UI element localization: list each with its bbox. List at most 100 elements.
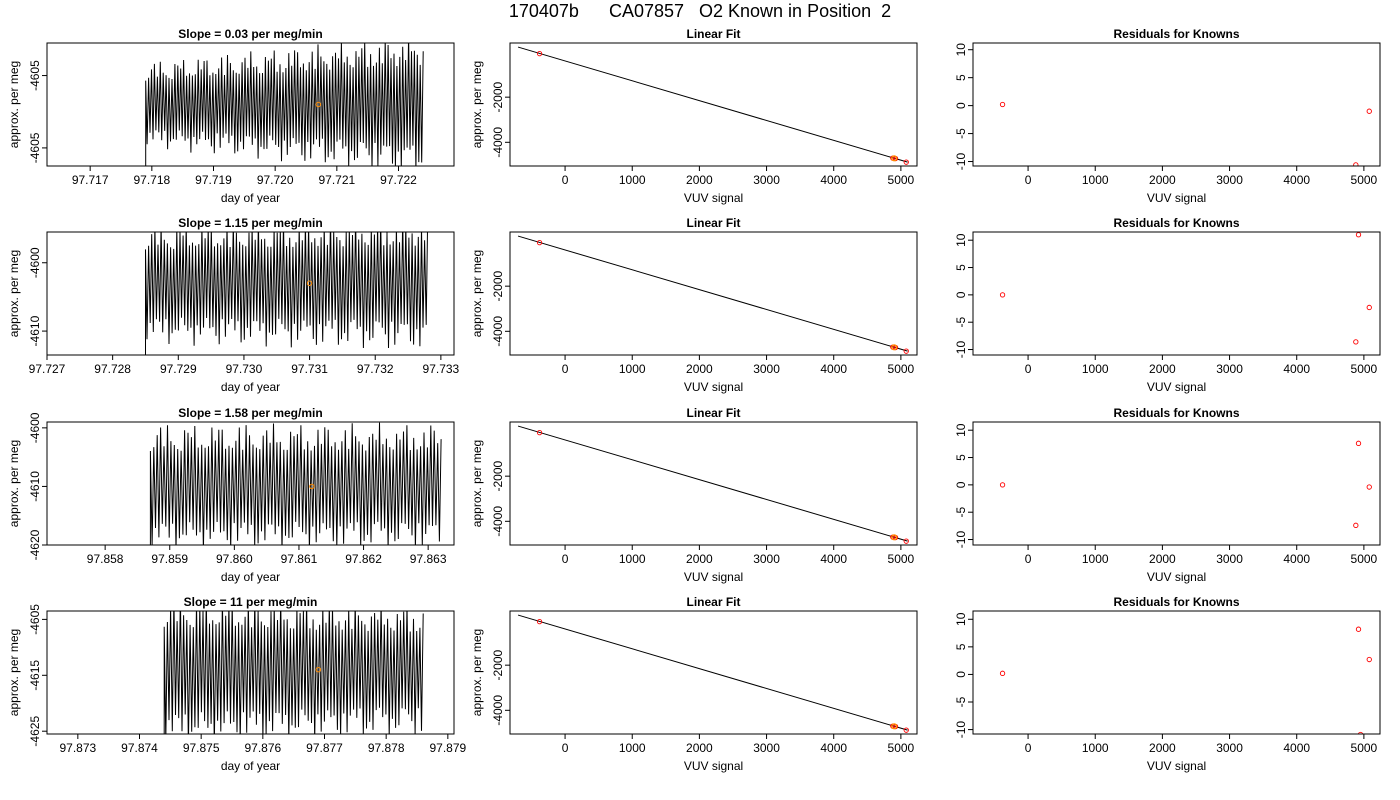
x-tick-label: 97.860 [216, 552, 253, 566]
panel-title: Residuals for Knowns [1113, 595, 1239, 609]
x-tick-label: 5000 [1351, 173, 1378, 187]
data-trace [145, 232, 428, 355]
plot-frame [509, 421, 918, 546]
y-tick-label: 0 [954, 671, 968, 678]
panel-0-0: Slope = 0.03 per meg/min 97.717 97.718 97.7… [7, 27, 455, 205]
x-axis-label: VUV signal [1147, 380, 1206, 394]
y-tick-label: -4000 [491, 127, 505, 158]
y-tick-label: -4600 [28, 247, 42, 278]
data-point [536, 50, 543, 57]
y-tick-label: -2000 [491, 81, 505, 112]
y-tick-label: -4620 [28, 529, 42, 560]
plot-frame [972, 421, 1381, 546]
x-tick-label: 4000 [820, 741, 847, 755]
x-tick-label: 97.879 [429, 741, 466, 755]
x-axis-label: VUV signal [684, 191, 743, 205]
x-tick-label: 0 [562, 552, 569, 566]
panel-1-0: Slope = 1.15 per meg/min 97.727 97.728 97.7… [7, 216, 460, 394]
panel-title: Linear Fit [686, 216, 740, 230]
x-tick-label: 97.733 [423, 362, 460, 376]
fit-line [517, 614, 908, 731]
x-tick-label: 1000 [619, 741, 646, 755]
x-tick-label: 97.874 [121, 741, 158, 755]
x-tick-label: 97.727 [29, 362, 66, 376]
data-trace [163, 611, 424, 734]
data-point [1355, 626, 1362, 632]
x-tick-label: 3000 [753, 362, 780, 376]
x-axis-label: day of year [221, 380, 280, 394]
plot-area [517, 614, 909, 733]
y-tick-label: 5 [954, 643, 968, 650]
x-axis-label: VUV signal [1147, 570, 1206, 584]
y-tick-label: 0 [954, 481, 968, 488]
plot-area [999, 101, 1372, 166]
x-tick-label: 97.722 [380, 173, 417, 187]
x-tick-label: 97.732 [357, 362, 394, 376]
panel-title: Slope = 11 per meg/min [184, 595, 318, 609]
plot-frame [972, 42, 1381, 167]
x-tick-label: 97.730 [226, 362, 263, 376]
y-axis-label: approx. per meg [7, 440, 21, 527]
data-point [536, 239, 543, 246]
data-point [1357, 731, 1364, 734]
data-point [1353, 522, 1359, 528]
y-tick-label: -4600 [28, 412, 42, 443]
y-axis-label: approx. per meg [7, 250, 21, 337]
y-axis-label: approx. per meg [7, 61, 21, 148]
y-tick-label: -4625 [28, 716, 42, 747]
data-point [999, 101, 1006, 108]
x-tick-label: 3000 [1216, 362, 1243, 376]
x-tick-label: 2000 [1149, 173, 1176, 187]
plot-area [145, 232, 428, 355]
x-tick-label: 1000 [1082, 741, 1109, 755]
y-tick-label: 10 [954, 612, 968, 626]
y-tick-label: -4610 [28, 315, 42, 346]
y-tick-label: -4610 [28, 471, 42, 502]
panel-3-1: Linear Fit 0 1000 2000 3000 4000 5000 -2000 -400… [470, 595, 918, 773]
data-point [1366, 484, 1372, 490]
y-tick-label: -4605 [28, 604, 42, 635]
x-tick-label: 4000 [820, 552, 847, 566]
highlight-point [891, 155, 898, 162]
y-tick-label: -5 [954, 128, 968, 139]
x-tick-label: 0 [1025, 362, 1032, 376]
x-tick-label: 4000 [1283, 362, 1310, 376]
highlight-point [891, 344, 898, 351]
y-axis-label: approx. per meg [470, 629, 484, 716]
y-tick-label: 10 [954, 423, 968, 437]
plot-area [149, 422, 442, 545]
plot-area [517, 235, 909, 354]
y-tick-label: -4000 [491, 695, 505, 726]
x-axis-label: day of year [221, 570, 280, 584]
x-tick-label: 1000 [619, 362, 646, 376]
figure-title: 170407b CA07857 O2 Known in Position 2 [508, 1, 892, 21]
x-axis-label: VUV signal [1147, 759, 1206, 773]
y-tick-label: -5 [954, 317, 968, 328]
panel-title: Residuals for Knowns [1113, 406, 1239, 420]
fit-line [517, 235, 908, 352]
y-tick-label: -2000 [491, 649, 505, 680]
panel-title: Slope = 1.15 per meg/min [178, 216, 322, 230]
y-tick-label: -4615 [28, 660, 42, 691]
x-tick-label: 1000 [1082, 173, 1109, 187]
data-point [903, 159, 909, 165]
y-axis-label: approx. per meg [7, 629, 21, 716]
plot-area [163, 611, 424, 734]
plot-frame [46, 421, 455, 546]
x-tick-label: 0 [1025, 741, 1032, 755]
data-point [1366, 656, 1372, 663]
plot-frame [46, 231, 455, 356]
x-axis-label: day of year [221, 759, 280, 773]
panel-3-2: Residuals for Knowns 0 1000 2000 3000 4000 500… [954, 595, 1381, 773]
x-tick-label: 2000 [1149, 552, 1176, 566]
y-tick-label: 5 [954, 74, 968, 81]
x-tick-label: 3000 [1216, 741, 1243, 755]
x-tick-label: 1000 [619, 173, 646, 187]
x-tick-label: 97.862 [345, 552, 382, 566]
x-tick-label: 5000 [1351, 362, 1378, 376]
x-tick-label: 0 [562, 362, 569, 376]
x-tick-label: 4000 [820, 173, 847, 187]
data-point [1353, 162, 1359, 166]
x-tick-label: 5000 [888, 741, 915, 755]
